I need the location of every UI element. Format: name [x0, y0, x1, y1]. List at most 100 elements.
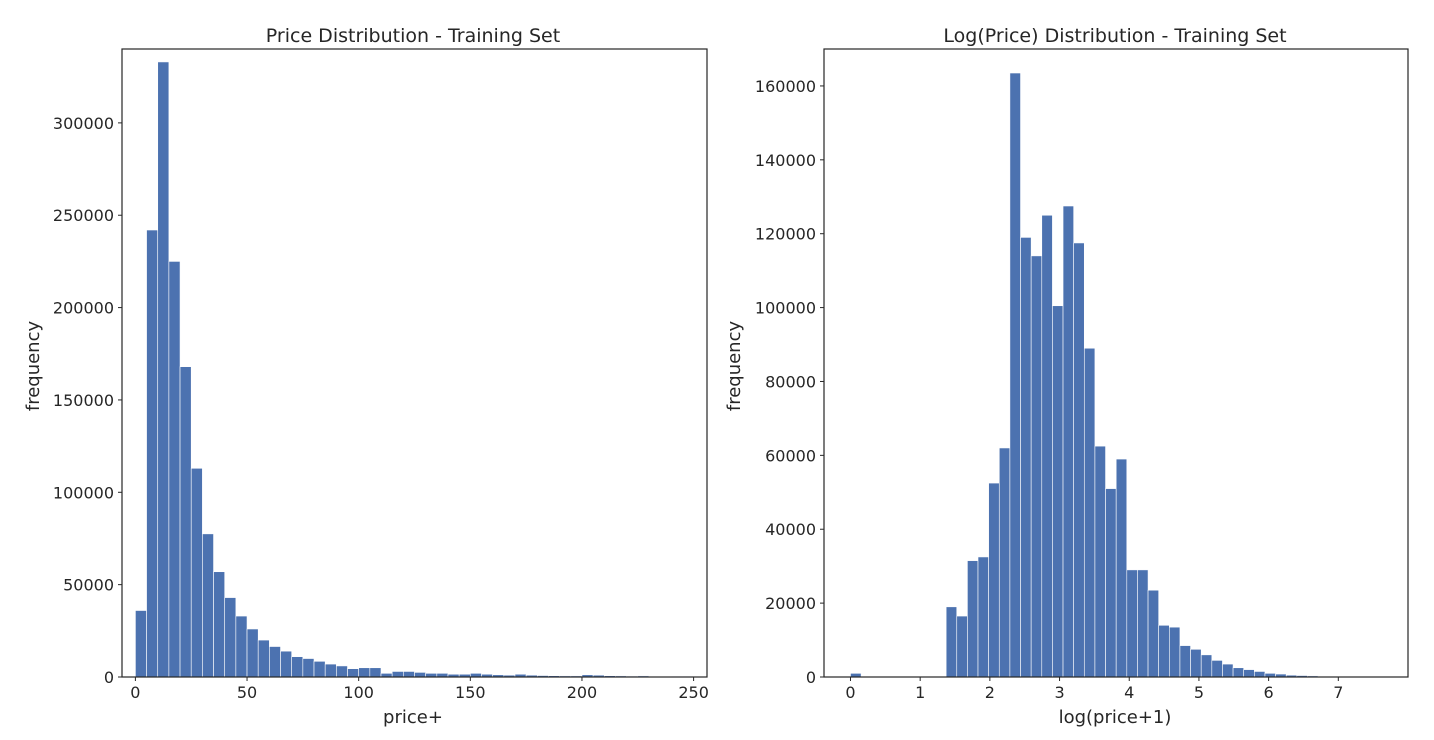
histogram-bar	[191, 468, 202, 677]
x-tick-label: 3	[1054, 683, 1064, 702]
histogram-bar	[247, 629, 258, 677]
histogram-bar	[158, 62, 169, 677]
histogram-bar	[978, 557, 989, 677]
histogram-bar	[1042, 215, 1053, 677]
histogram-bar	[325, 664, 336, 677]
histogram-bar	[1233, 668, 1244, 677]
histogram-bar	[370, 668, 381, 677]
x-tick-label: 6	[1264, 683, 1274, 702]
histogram-bar	[1084, 348, 1095, 677]
x-tick-label: 50	[237, 683, 257, 702]
histogram-bar	[999, 448, 1010, 677]
histogram-bar	[1169, 627, 1180, 677]
bars	[850, 73, 1381, 677]
y-tick-label: 120000	[755, 225, 816, 244]
x-ticks: 0 1 2 3 4 5 6 7	[845, 677, 1343, 702]
y-tick-label: 150000	[53, 391, 114, 410]
histogram-bar	[403, 671, 414, 677]
x-tick-label: 150	[455, 683, 486, 702]
histogram-bar	[1021, 237, 1032, 677]
histogram-bar	[1244, 670, 1255, 677]
histogram-bar	[1095, 446, 1106, 677]
histogram-bar	[967, 561, 978, 677]
subplot-log-price: Log(Price) Distribution - Training Set 0…	[724, 25, 1408, 728]
histogram-bar	[225, 598, 236, 677]
histogram-bar	[169, 261, 180, 677]
histogram-bar	[1137, 570, 1148, 677]
histogram-bar	[1127, 570, 1138, 677]
y-tick-label: 160000	[755, 77, 816, 96]
chart-title: Log(Price) Distribution - Training Set	[943, 25, 1286, 47]
histogram-bar	[1010, 73, 1021, 677]
histogram-bar	[1191, 649, 1202, 677]
y-tick-label: 0	[104, 668, 114, 687]
histogram-bar	[202, 534, 213, 677]
y-tick-label: 200000	[53, 299, 114, 318]
y-tick-label: 300000	[53, 114, 114, 133]
bars	[135, 62, 693, 677]
x-tick-label: 2	[985, 683, 995, 702]
histogram-bar	[214, 572, 225, 677]
histogram-bar	[1106, 489, 1117, 677]
histogram-bar	[1052, 306, 1063, 677]
histogram-bar	[946, 607, 957, 677]
y-axis-label: frequency	[23, 321, 44, 412]
y-tick-label: 80000	[765, 372, 816, 391]
x-ticks: 0 50 100 150 200 250	[130, 677, 709, 702]
y-tick-label: 60000	[765, 446, 816, 465]
y-tick-label: 250000	[53, 206, 114, 225]
histogram-bar	[415, 672, 426, 677]
x-axis-label: log(price+1)	[1059, 707, 1172, 728]
y-axis-label: frequency	[724, 321, 745, 412]
x-tick-label: 1	[915, 683, 925, 702]
x-tick-label: 200	[567, 683, 598, 702]
histogram-bar	[281, 651, 292, 677]
y-tick-label: 20000	[765, 594, 816, 613]
x-tick-label: 0	[845, 683, 855, 702]
histogram-bar	[147, 230, 158, 677]
y-ticks: 0 50000 100000 150000 200000 250000 300000	[53, 114, 122, 687]
histogram-bar	[236, 616, 247, 677]
y-tick-label: 100000	[53, 483, 114, 502]
histogram-bar	[180, 367, 191, 677]
histogram-bar	[1159, 625, 1170, 677]
x-tick-label: 250	[678, 683, 709, 702]
x-axis-label: price+	[383, 707, 443, 728]
y-tick-label: 0	[806, 668, 816, 687]
histogram-bar	[336, 666, 347, 677]
histogram-bar	[392, 671, 403, 677]
histogram-bar	[1116, 459, 1127, 677]
y-ticks: 0 20000 40000 60000 80000 100000 120000 140000 1…	[755, 77, 824, 687]
y-tick-label: 50000	[63, 576, 114, 595]
histogram-bar	[359, 668, 370, 677]
y-tick-label: 100000	[755, 299, 816, 318]
histogram-bar	[135, 611, 146, 677]
histogram-bar	[314, 661, 325, 677]
histogram-bar	[1031, 256, 1042, 677]
histogram-bar	[1074, 243, 1085, 677]
histogram-bar	[1222, 664, 1233, 677]
histogram-bar	[1212, 660, 1223, 677]
histogram-bar	[258, 640, 269, 677]
histogram-bar	[303, 659, 314, 677]
y-tick-label: 40000	[765, 520, 816, 539]
histogram-bar	[1063, 206, 1074, 677]
x-tick-label: 5	[1194, 683, 1204, 702]
x-tick-label: 4	[1124, 683, 1134, 702]
histogram-bar	[1148, 590, 1159, 677]
histogram-bar	[292, 657, 303, 677]
histogram-bar	[1254, 671, 1265, 677]
histogram-bar	[989, 483, 1000, 677]
histogram-bar	[348, 669, 359, 677]
subplot-price: Price Distribution - Training Set 0 50 100…	[23, 25, 709, 728]
histogram-bar	[1180, 646, 1191, 677]
y-tick-label: 140000	[755, 151, 816, 170]
x-tick-label: 0	[130, 683, 140, 702]
histogram-bar	[1201, 655, 1212, 677]
x-tick-label: 100	[343, 683, 374, 702]
histogram-bar	[269, 647, 280, 677]
histogram-bar	[957, 616, 968, 677]
chart-title: Price Distribution - Training Set	[266, 25, 560, 47]
x-tick-label: 7	[1333, 683, 1343, 702]
